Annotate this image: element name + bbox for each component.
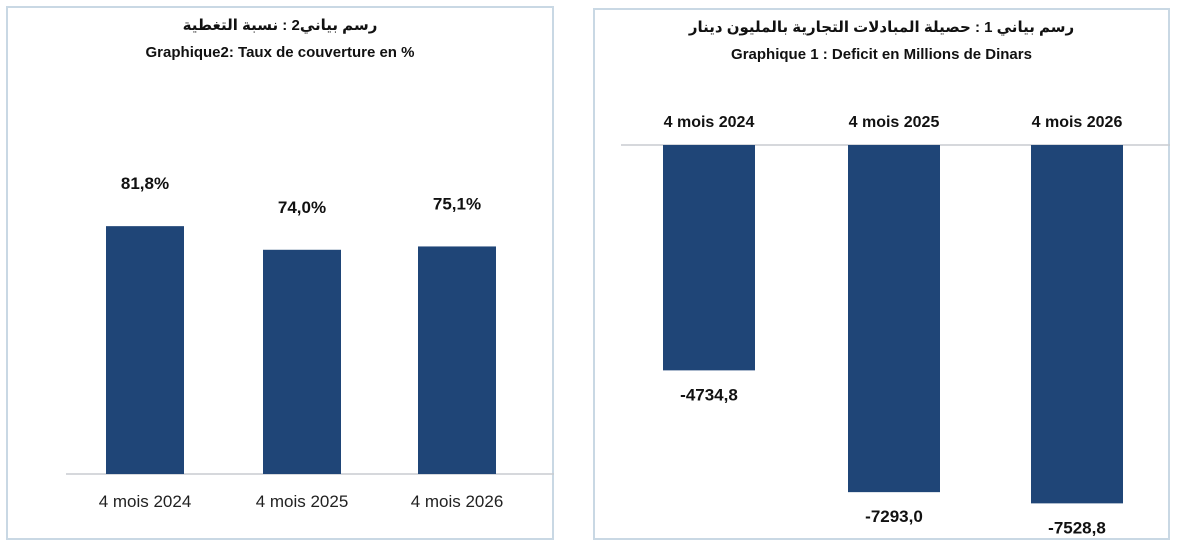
data-label-3: 75,1% (433, 194, 481, 213)
data-label-1: -4734,8 (680, 385, 738, 404)
chart-title-arabic: رسم بياني 1 : حصيلة المبادلات التجارية ب… (688, 19, 1075, 36)
bar-3 (1031, 145, 1123, 504)
bar-1 (663, 145, 755, 371)
x-tick-label-1: 4 mois 2024 (99, 492, 192, 511)
data-label-3: -7528,8 (1048, 518, 1106, 537)
chart-svg-coverage-rate: 81,8% 4 mois 2024 74,0% 4 mois 2025 75,1% 4 m… (66, 174, 554, 511)
bar-2 (848, 145, 940, 493)
chart-panel-deficit: رسم بياني 1 : حصيلة المبادلات التجارية ب… (593, 8, 1170, 540)
data-label-2: 74,0% (278, 198, 326, 217)
x-tick-label-3: 4 mois 2026 (411, 492, 504, 511)
x-tick-label-2: 4 mois 2025 (849, 114, 940, 131)
chart-title: Graphique 1 : Deficit en Millions de Din… (731, 46, 1032, 63)
bar-2 (263, 249, 341, 474)
chart-title-arabic: رسم بياني2 : نسبة التغطية (182, 17, 378, 34)
data-label-1: 81,8% (121, 174, 169, 193)
chart-panel-coverage-rate: رسم بياني2 : نسبة التغطية Graphique2: Ta… (6, 6, 554, 540)
chart-svg-deficit: -4734,8 4 mois 2024 -7293,0 4 mois 2025 -752… (621, 114, 1170, 537)
bar-1 (106, 226, 184, 474)
x-tick-label-2: 4 mois 2025 (256, 492, 349, 511)
chart-title: Graphique2: Taux de couverture en % (145, 44, 415, 61)
x-tick-label-3: 4 mois 2026 (1032, 114, 1123, 131)
data-label-2: -7293,0 (865, 507, 923, 526)
x-tick-label-1: 4 mois 2024 (664, 114, 755, 131)
bar-3 (418, 246, 496, 474)
